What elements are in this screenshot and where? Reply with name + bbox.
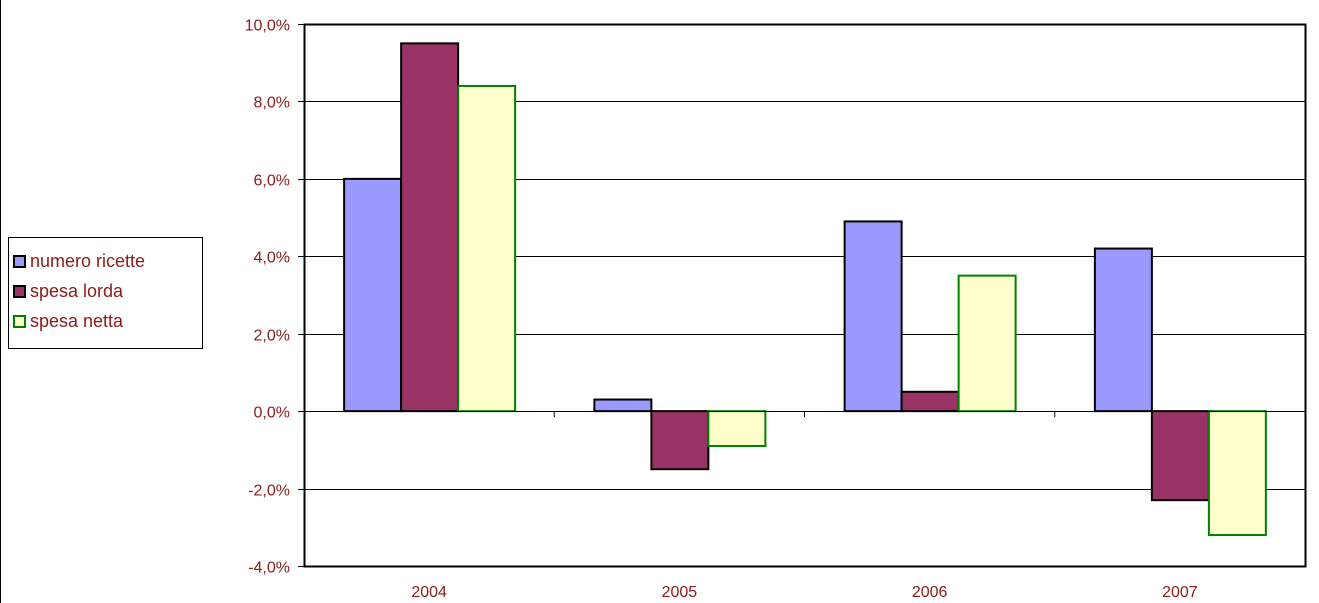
legend-swatch-spesa-netta bbox=[13, 314, 26, 328]
y-tick-label: 10,0% bbox=[245, 18, 290, 35]
bar-spesa-lorda-2004 bbox=[400, 42, 460, 413]
bar-numero-ricette-2006 bbox=[843, 220, 903, 413]
y-tick-label: 6,0% bbox=[254, 173, 290, 190]
y-tick-label: 4,0% bbox=[254, 250, 290, 267]
y-tick-label: -4,0% bbox=[248, 560, 290, 577]
bar-spesa-lorda-2005 bbox=[650, 410, 710, 471]
bar-spesa-netta-2004 bbox=[457, 84, 517, 413]
y-tick-label: 0,0% bbox=[254, 405, 290, 422]
legend: numero ricette spesa lorda spesa netta bbox=[8, 237, 203, 349]
legend-label-spesa-netta: spesa netta bbox=[30, 310, 124, 331]
x-tick-label: 2004 bbox=[411, 584, 447, 601]
legend-item-numero-ricette: numero ricette bbox=[13, 246, 202, 276]
y-tick-label: -2,0% bbox=[248, 483, 290, 500]
x-tick-label: 2006 bbox=[912, 584, 948, 601]
bar-spesa-lorda-2006 bbox=[900, 390, 960, 413]
bar-spesa-netta-2007 bbox=[1207, 410, 1267, 537]
legend-swatch-spesa-lorda bbox=[13, 284, 26, 298]
x-tick-label: 2005 bbox=[662, 584, 698, 601]
bar-numero-ricette-2005 bbox=[593, 398, 653, 413]
legend-label-spesa-lorda: spesa lorda bbox=[30, 280, 124, 301]
bar-spesa-netta-2005 bbox=[707, 410, 767, 447]
bar-spesa-netta-2006 bbox=[957, 274, 1017, 413]
y-tick-labels: -4,0% -2,0% 0,0% 2,0% 4,0% 6,0% 8,0% 10,0% bbox=[245, 18, 290, 577]
y-tick-label: 2,0% bbox=[254, 328, 290, 345]
legend-item-spesa-lorda: spesa lorda bbox=[13, 276, 202, 306]
bar-spesa-lorda-2007 bbox=[1150, 410, 1210, 502]
bar-numero-ricette-2007 bbox=[1093, 247, 1153, 413]
legend-label-numero-ricette: numero ricette bbox=[30, 250, 146, 271]
x-tick-label: 2007 bbox=[1162, 584, 1198, 601]
y-tick-label: 8,0% bbox=[254, 95, 290, 112]
legend-swatch-numero-ricette bbox=[13, 254, 26, 268]
bars bbox=[343, 42, 1267, 537]
x-tick-labels: 2004 2005 2006 2007 bbox=[411, 584, 1197, 601]
plot-area-frame bbox=[303, 23, 1307, 568]
legend-item-spesa-netta: spesa netta bbox=[13, 306, 202, 336]
bar-numero-ricette-2004 bbox=[343, 177, 403, 413]
